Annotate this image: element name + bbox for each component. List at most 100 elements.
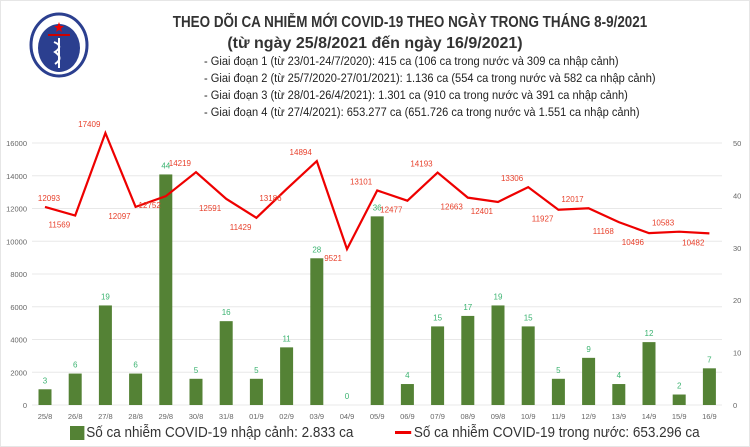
bar-29/8 <box>159 174 173 405</box>
line-data-label: 12477 <box>380 206 403 215</box>
bar-31/8 <box>219 321 233 405</box>
x-axis-tick-label: 01/9 <box>249 412 264 421</box>
line-data-label: 14193 <box>410 160 433 169</box>
stage-3-text: - Giai đoạn 3 (từ 28/01-26/4/2021): 1.30… <box>204 88 628 102</box>
left-axis-tick-label: 14000 <box>6 172 27 181</box>
x-axis-tick-label: 30/8 <box>189 412 204 421</box>
bar-10/9 <box>521 326 535 405</box>
bar-data-label: 7 <box>707 355 712 364</box>
line-data-label: 12591 <box>199 204 222 213</box>
bar-data-label: 15 <box>433 313 442 322</box>
x-axis-tick-label: 04/9 <box>340 412 355 421</box>
x-axis-tick-label: 28/8 <box>128 412 143 421</box>
bar-11/9 <box>551 378 565 405</box>
x-axis-tick-label: 12/9 <box>581 412 596 421</box>
line-data-label: 12097 <box>108 212 131 221</box>
bar-01/9 <box>249 378 263 405</box>
left-axis-tick-label: 8000 <box>10 270 27 279</box>
line-data-label: 10583 <box>652 219 675 228</box>
bar-27/8 <box>98 305 112 405</box>
legend-bar-swatch <box>70 425 85 440</box>
bar-data-label: 12 <box>645 329 654 338</box>
bar-data-label: 19 <box>101 292 110 301</box>
line-data-label: 12752 <box>139 201 162 210</box>
line-data-label: 11168 <box>593 227 615 236</box>
line-data-label: 12401 <box>471 207 494 216</box>
line-data-label: 9521 <box>324 254 342 263</box>
x-axis-tick-label: 16/9 <box>702 412 717 421</box>
chart-title: THEO DÕI CA NHIỄM MỚI COVID-19 THEO NGÀY… <box>172 14 648 31</box>
x-axis-tick-label: 02/9 <box>279 412 294 421</box>
line-data-label: 13306 <box>501 174 524 183</box>
bar-data-label: 4 <box>405 371 410 380</box>
x-axis-tick-label: 15/9 <box>672 412 687 421</box>
line-data-label: 12663 <box>441 203 464 212</box>
bar-12/9 <box>582 357 596 405</box>
legend-label-imported: Số ca nhiễm COVID-19 nhập cảnh: 2.833 ca <box>86 424 354 441</box>
stage-2-text: - Giai đoạn 2 (từ 25/7/2020-27/01/2021):… <box>204 71 656 85</box>
bar-30/8 <box>189 378 203 405</box>
bar-data-label: 5 <box>556 366 561 375</box>
left-axis-tick-label: 4000 <box>10 336 27 345</box>
bar-data-label: 5 <box>194 366 199 375</box>
x-axis-tick-label: 08/9 <box>460 412 475 421</box>
bar-data-label: 3 <box>43 376 48 385</box>
right-axis-tick-label: 50 <box>733 139 741 148</box>
bar-data-label: 28 <box>312 245 321 254</box>
line-data-label: 13101 <box>350 177 373 186</box>
bar-09/8 <box>491 305 505 405</box>
bar-data-label: 16 <box>222 308 231 317</box>
line-data-label: 10496 <box>622 238 645 247</box>
right-axis-tick-label: 30 <box>733 244 741 253</box>
bar-data-label: 0 <box>345 392 350 401</box>
line-data-label: 12093 <box>38 194 61 203</box>
x-axis-tick-label: 26/8 <box>68 412 83 421</box>
bar-05/9 <box>370 216 384 405</box>
x-axis-tick-label: 09/8 <box>491 412 506 421</box>
right-axis-tick-label: 20 <box>733 296 741 305</box>
bar-data-label: 4 <box>617 371 622 380</box>
left-axis-tick-label: 0 <box>23 401 27 410</box>
x-axis-tick-label: 31/8 <box>219 412 234 421</box>
bar-data-label: 5 <box>254 366 259 375</box>
bar-data-label: 11 <box>282 334 291 343</box>
bar-08/9 <box>461 315 475 405</box>
line-data-label: 10482 <box>682 238 705 247</box>
bar-26/8 <box>68 373 82 405</box>
left-axis-tick-label: 2000 <box>10 368 27 377</box>
x-axis-tick-label: 14/9 <box>642 412 657 421</box>
legend-item-imported: Số ca nhiễm COVID-19 nhập cảnh: 2.833 ca <box>70 424 353 441</box>
bar-data-label: 19 <box>494 292 503 301</box>
line-data-label: 11927 <box>532 215 554 224</box>
x-axis-tick-label: 05/9 <box>370 412 385 421</box>
x-axis-tick-label: 10/9 <box>521 412 536 421</box>
x-axis-tick-label: 11/9 <box>551 412 565 421</box>
bar-28/8 <box>129 373 143 405</box>
line-data-label: 12017 <box>561 195 584 204</box>
x-axis-tick-label: 29/8 <box>158 412 173 421</box>
bar-data-label: 2 <box>677 382 682 391</box>
bar-06/9 <box>400 384 414 405</box>
left-axis-tick-label: 6000 <box>10 303 27 312</box>
bar-25/8 <box>38 389 52 405</box>
stage-4-text: - Giai đoạn 4 (từ 27/4/2021): 653.277 ca… <box>204 105 640 119</box>
left-axis-tick-label: 12000 <box>6 205 27 214</box>
right-axis-tick-label: 10 <box>733 349 741 358</box>
bar-02/9 <box>280 347 294 405</box>
x-axis-tick-label: 03/9 <box>309 412 324 421</box>
bar-15/9 <box>672 394 686 405</box>
x-axis-tick-label: 06/9 <box>400 412 415 421</box>
bar-07/9 <box>431 326 445 405</box>
stage-1-text: - Giai đoạn 1 (từ 23/01-24/7/2020): 415 … <box>204 54 619 68</box>
x-axis-tick-label: 27/8 <box>98 412 113 421</box>
bar-data-label: 15 <box>524 313 533 322</box>
left-axis-tick-label: 10000 <box>6 237 27 246</box>
bar-14/9 <box>642 342 656 405</box>
right-axis-tick-label: 40 <box>733 191 741 200</box>
legend-line-swatch <box>395 431 412 434</box>
ministry-of-health-logo <box>29 12 89 78</box>
line-data-label: 11569 <box>49 221 71 230</box>
legend-label-domestic: Số ca nhiễm COVID-19 trong nước: 653.296… <box>413 424 700 441</box>
x-axis-tick-label: 13/9 <box>611 412 626 421</box>
